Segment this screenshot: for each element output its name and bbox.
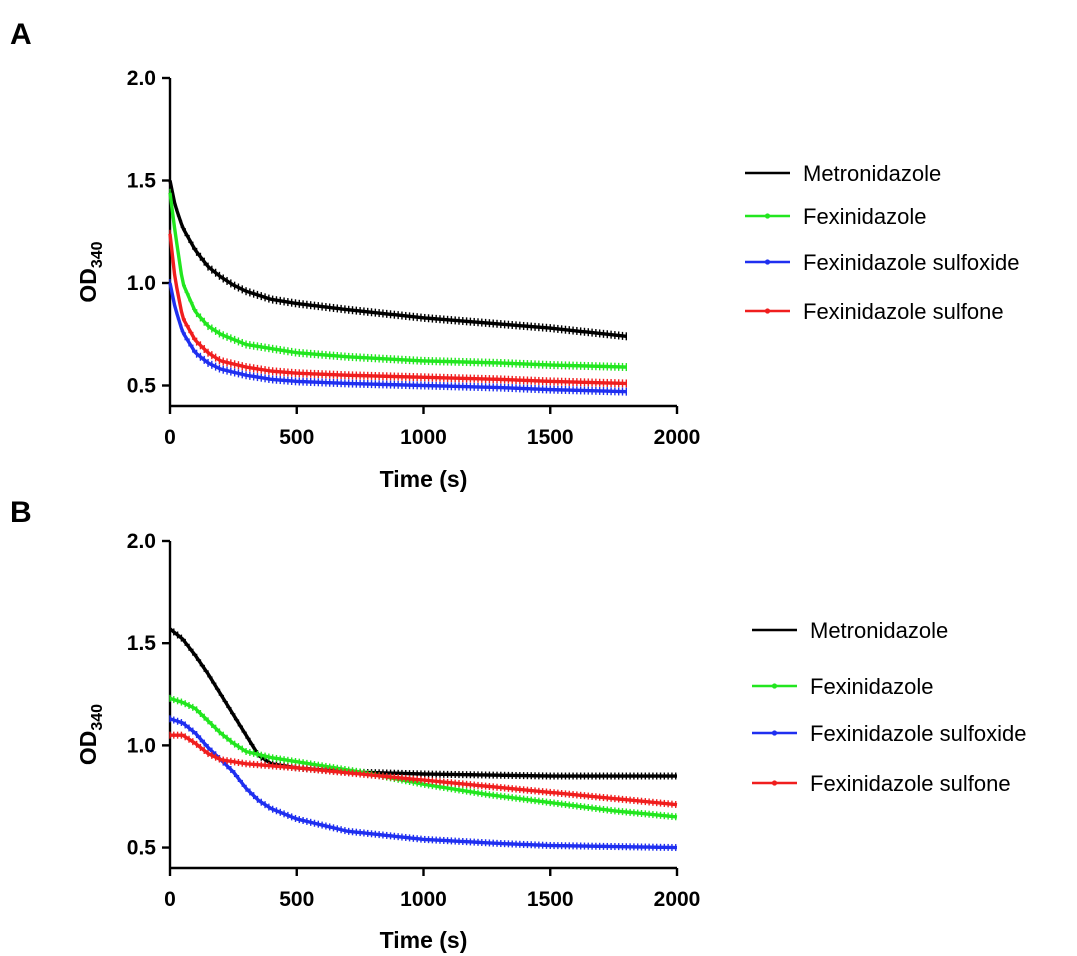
- legend-label: Fexinidazole sulfoxide: [803, 250, 1019, 275]
- series-line: [169, 717, 678, 850]
- series-line: [168, 192, 627, 369]
- panel-0: A 0 500 1000 1500 2000 0.5 1.0 1.5 2.0 Time (s) OD3…: [10, 18, 1019, 492]
- x-tick-label: 2000: [654, 426, 701, 449]
- series-line: [168, 282, 627, 394]
- legend-label: Fexinidazole sulfoxide: [810, 721, 1026, 746]
- y-tick-label: 0.5: [127, 837, 157, 860]
- series-0: [168, 625, 677, 780]
- series-3: [169, 731, 678, 809]
- legend-label: Metronidazole: [803, 161, 941, 186]
- x-tick-label: 500: [279, 426, 314, 449]
- x-tick-label: 500: [279, 888, 314, 911]
- legend-label: Metronidazole: [810, 618, 948, 643]
- legend-swatch-marker: [764, 213, 771, 219]
- x-tick-label: 0: [164, 426, 176, 449]
- series-line: [168, 627, 677, 778]
- legend-swatch-marker: [764, 259, 771, 265]
- x-axis-title: Time (s): [380, 466, 468, 492]
- legend-label: Fexinidazole sulfone: [810, 771, 1011, 796]
- x-axis-title: Time (s): [380, 927, 468, 953]
- y-axis-title-sub: 340: [89, 704, 106, 731]
- x-tick-label: 1000: [400, 426, 447, 449]
- panel-letter: B: [10, 496, 32, 529]
- series-line: [168, 233, 627, 386]
- series-3: [168, 229, 627, 388]
- legend-label: Fexinidazole: [803, 204, 927, 229]
- legend-swatch-marker: [771, 730, 778, 736]
- panel-letter: A: [10, 18, 32, 51]
- y-axis-title-main: OD: [75, 731, 101, 766]
- y-tick-label: 2.0: [127, 530, 156, 553]
- x-tick-label: 1500: [527, 888, 574, 911]
- y-axis-title: OD340: [75, 241, 106, 302]
- x-tick-label: 0: [164, 888, 176, 911]
- y-axis-title: OD340: [75, 704, 106, 765]
- x-tick-label: 1000: [400, 888, 447, 911]
- panel-1: B 0 500 1000 1500 2000 0.5 1.0 1.5 2.0 Time (s) OD3…: [10, 496, 1026, 953]
- y-tick-label: 1.0: [127, 734, 156, 757]
- y-tick-label: 1.0: [127, 272, 156, 295]
- series-0: [168, 176, 627, 341]
- y-tick-label: 1.5: [127, 632, 157, 655]
- series-line: [169, 696, 678, 819]
- y-tick-label: 1.5: [127, 170, 157, 193]
- y-axis-title-main: OD: [75, 268, 101, 303]
- series-1: [168, 188, 627, 372]
- series-line: [168, 180, 627, 338]
- series-line: [170, 733, 678, 807]
- x-tick-label: 1500: [527, 426, 574, 449]
- series-2: [168, 279, 627, 396]
- series-1: [169, 694, 678, 821]
- legend-label: Fexinidazole sulfone: [803, 299, 1004, 324]
- x-tick-label: 2000: [654, 888, 701, 911]
- legend-swatch-marker: [771, 780, 778, 786]
- legend-swatch-marker: [771, 683, 778, 689]
- y-tick-label: 0.5: [127, 375, 157, 398]
- legend-label: Fexinidazole: [810, 674, 934, 699]
- y-tick-label: 2.0: [127, 67, 156, 90]
- y-axis-title-sub: 340: [89, 241, 106, 268]
- legend-swatch-marker: [764, 308, 771, 314]
